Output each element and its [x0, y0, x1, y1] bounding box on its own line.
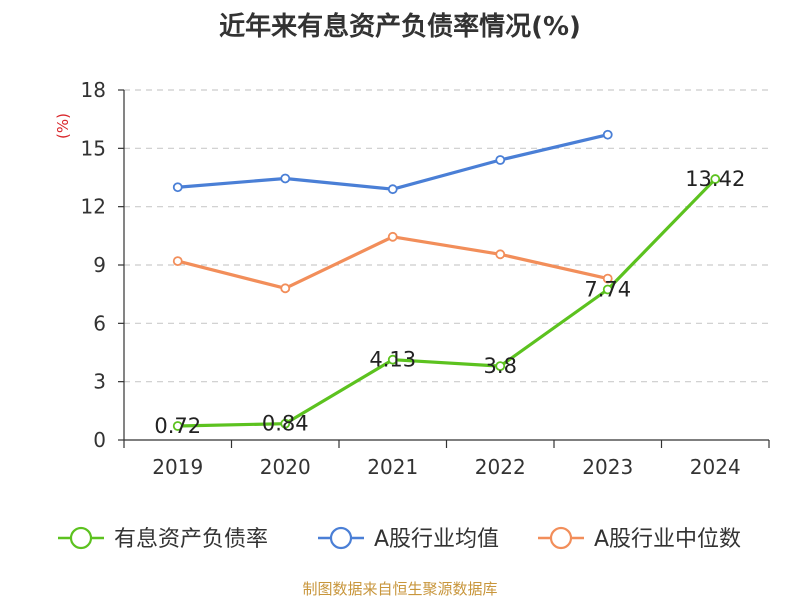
- series-point: [172, 421, 183, 431]
- series-point: [280, 283, 291, 294]
- series-point: [387, 231, 398, 242]
- y-axis-unit-label: (%): [54, 113, 72, 139]
- x-tick-label: 2019: [152, 455, 203, 479]
- data-label: 3.8: [484, 354, 517, 378]
- series-point: [495, 249, 506, 260]
- legend-swatch-marker: [329, 526, 353, 550]
- x-tick-label: 2021: [367, 455, 418, 479]
- series-point: [495, 361, 506, 372]
- y-tick-label: 9: [93, 253, 106, 277]
- series-line: [177, 177, 717, 428]
- series-point: [495, 155, 506, 165]
- x-tick-label: 2020: [260, 455, 311, 479]
- data-label: 0.72: [154, 414, 201, 438]
- series-point: [387, 354, 398, 365]
- axes: 0 3 6 9 12 15 18 2019 2020 2021 2022 2023 2024: [81, 78, 770, 479]
- grid-lines: [124, 89, 769, 383]
- data-label: 7.74: [584, 278, 631, 302]
- series-point: [172, 256, 183, 267]
- series-group: [172, 129, 721, 431]
- x-tick-label: 2024: [690, 455, 741, 479]
- y-tick-label: 15: [81, 136, 106, 160]
- data-labels: 0.72 0.84 4.13 3.8 7.74 13.42: [154, 167, 745, 438]
- chart-title: 近年来有息资产负债率情况(%): [219, 12, 581, 42]
- series-line: [177, 133, 609, 191]
- x-tick-label: 2022: [475, 455, 526, 479]
- data-label: 0.84: [262, 412, 309, 436]
- series-point: [172, 182, 183, 193]
- legend: 有息资产负债率 A股行业均值 A股行业中位数: [58, 526, 741, 552]
- x-tick-label: 2023: [582, 455, 633, 479]
- series-point: [602, 284, 613, 295]
- legend-label: A股行业中位数: [594, 527, 741, 552]
- series-point: [602, 129, 613, 140]
- y-tick-label: 3: [93, 370, 106, 394]
- data-source-note: 制图数据来自恒生聚源数据库: [302, 580, 498, 598]
- legend-label: A股行业均值: [374, 527, 499, 552]
- y-tick-label: 12: [81, 195, 106, 219]
- y-tick-label: 18: [81, 78, 106, 102]
- series-point: [602, 273, 613, 284]
- data-label: 13.42: [685, 167, 745, 191]
- data-label: 4.13: [369, 348, 416, 372]
- series-point: [387, 184, 398, 195]
- y-tick-label: 6: [93, 311, 106, 335]
- series-point: [280, 418, 291, 429]
- y-tick-label: 0: [93, 428, 106, 452]
- legend-swatch-marker: [549, 526, 573, 550]
- legend-label: 有息资产负债率: [114, 527, 268, 552]
- series-point: [280, 173, 291, 184]
- legend-swatch-marker: [69, 526, 93, 550]
- series-point: [710, 174, 721, 184]
- series-line: [177, 235, 609, 290]
